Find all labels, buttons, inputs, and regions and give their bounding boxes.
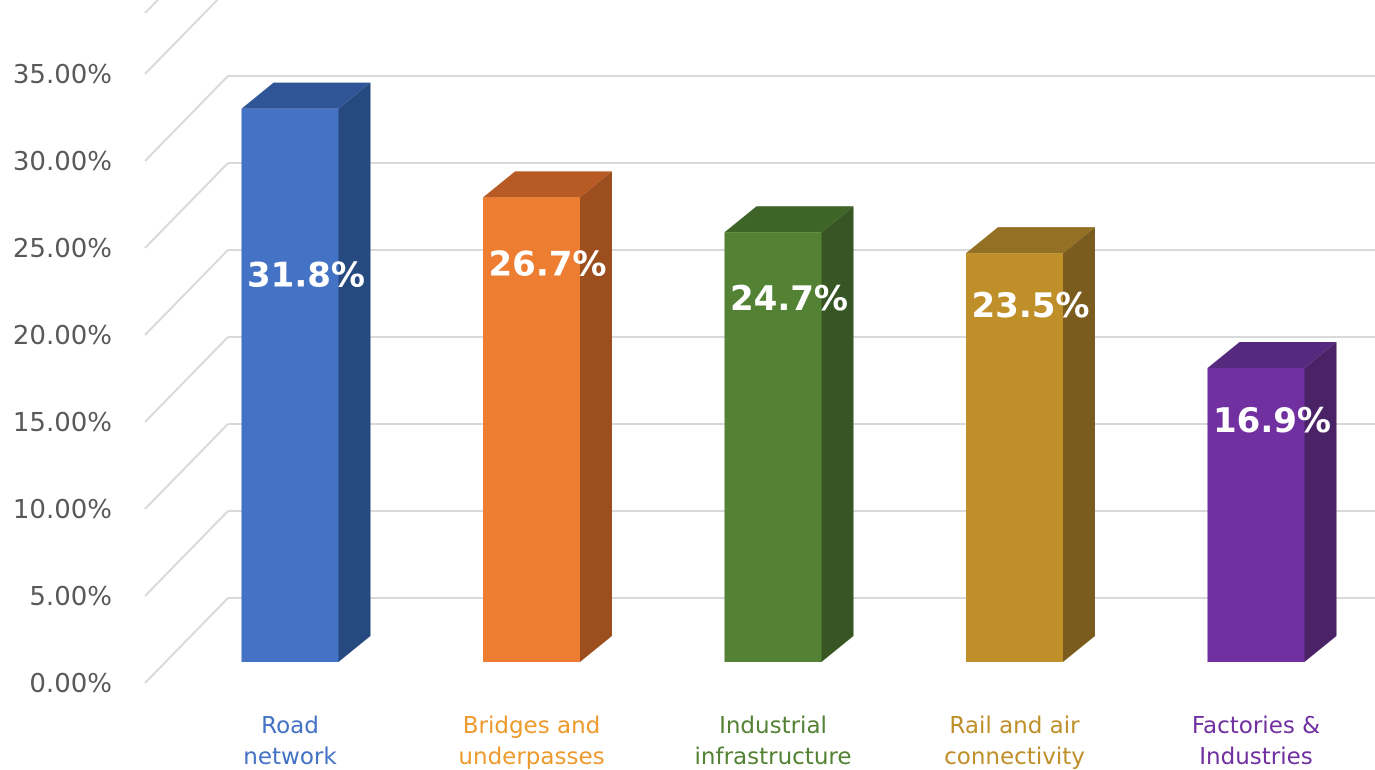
y-tick-label: 35.00% [13,60,112,90]
y-tick-label: 0.00% [29,669,112,699]
bars: 31.8% 26.7% 24.7% 23.5% 16.9% [241,82,1337,663]
x-category-label: connectivity [944,744,1085,770]
y-tick-label: 20.00% [13,321,112,351]
y-tick-label: 5.00% [29,582,112,612]
bar-top [724,206,854,233]
bar-front [1207,367,1305,662]
bar-top [966,227,1095,254]
x-category-label: Rail and air [949,713,1080,739]
gridline-depth [144,249,229,336]
bar-side [821,206,854,662]
x-category-label: underpasses [458,744,604,770]
bar-top [241,82,371,109]
bar [483,171,612,663]
bar [966,227,1095,662]
bar-front [966,253,1063,662]
gridline-depth [144,0,219,75]
bar-front [724,232,822,662]
bar-top [1207,341,1337,368]
data-label: 24.7% [730,279,848,319]
bar-side [1304,341,1337,662]
y-axis-ticks: 0.00% 5.00% 10.00% 15.00% 20.00% 25.00% 30.00%… [13,60,112,699]
y-tick-label: 25.00% [13,234,112,264]
x-category-label: infrastructure [695,744,852,770]
bar-top [483,171,612,198]
data-label: 16.9% [1213,401,1331,441]
x-category-label: network [243,744,337,770]
bar [724,206,854,662]
data-label: 23.5% [972,286,1090,326]
gridline-depth [144,162,229,249]
gridline-depth [144,597,229,684]
gridline-depth [144,423,229,510]
x-category-label: Factories & [1192,713,1320,739]
y-tick-label: 30.00% [13,147,112,177]
x-axis-categories: Road network Bridges and underpasses Industr… [243,713,1320,770]
bar [241,82,371,663]
x-category-label: Industrial [719,713,827,739]
x-category-label: Bridges and [463,713,601,739]
x-category-label: Industries [1199,744,1313,770]
bar-front [241,108,339,663]
bar-side [338,82,371,663]
gridline-depth [144,510,229,597]
y-tick-label: 10.00% [13,495,112,525]
gridline-depth [144,336,229,423]
x-category-label: Road [261,713,319,739]
data-label: 26.7% [489,244,607,284]
bar [1207,341,1337,662]
data-label: 31.8% [247,256,365,296]
bar-side [580,171,612,663]
gridline-depth [144,75,229,162]
bar-front [483,197,580,663]
bar-side [1063,227,1095,662]
y-tick-label: 15.00% [13,408,112,438]
